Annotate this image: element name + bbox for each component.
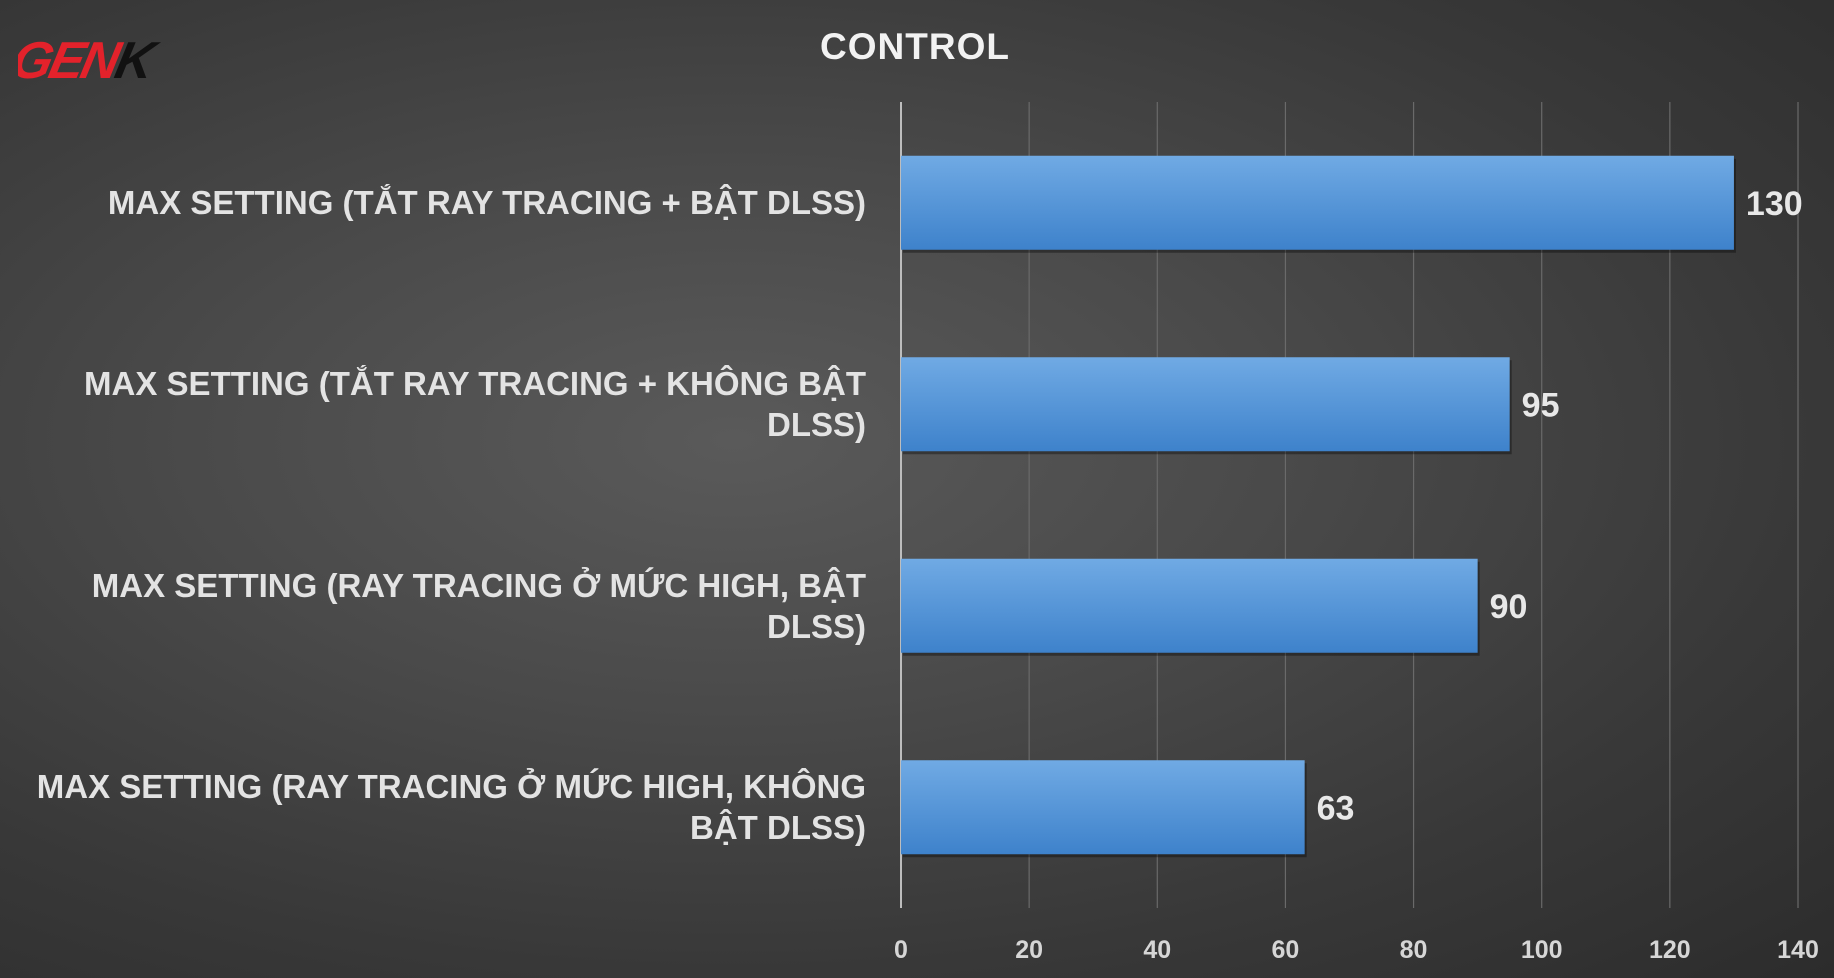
x-tick-label: 60	[1272, 936, 1300, 964]
x-axis-ticks: 0 20 40 60 80 100 120 140	[894, 936, 1819, 964]
bar	[901, 155, 1734, 250]
data-label: 95	[1522, 386, 1560, 424]
x-tick-label: 140	[1777, 936, 1819, 964]
chart-title-text: CONTROL	[820, 26, 1010, 67]
x-tick-label: 120	[1649, 936, 1691, 964]
logo-text-red: GEN	[18, 36, 127, 84]
chart-title: CONTROL	[0, 26, 1834, 68]
x-tick-label: 0	[894, 936, 908, 964]
category-label: MAX SETTING (TẮT RAY TRACING + KHÔNG BẬT…	[84, 365, 866, 444]
bars	[901, 155, 1736, 858]
category-label: MAX SETTING (RAY TRACING Ở MỨC HIGH, BẬT…	[91, 566, 866, 645]
category-label: MAX SETTING (TẮT RAY TRACING + BẬT DLSS)	[107, 184, 866, 222]
x-tick-label: 20	[1015, 936, 1043, 964]
data-label: 90	[1490, 588, 1528, 626]
data-label: 130	[1746, 185, 1803, 223]
bar	[901, 357, 1510, 452]
bar	[901, 558, 1478, 653]
x-tick-label: 80	[1400, 936, 1428, 964]
category-label: MAX SETTING (RAY TRACING Ở MỨC HIGH, KHÔ…	[36, 768, 866, 847]
data-labels: 130 95 90 63	[1317, 185, 1803, 828]
data-label: 63	[1317, 789, 1355, 827]
x-tick-label: 100	[1521, 936, 1563, 964]
genk-logo: GENK	[18, 36, 164, 84]
bar	[901, 760, 1305, 855]
x-tick-label: 40	[1143, 936, 1171, 964]
